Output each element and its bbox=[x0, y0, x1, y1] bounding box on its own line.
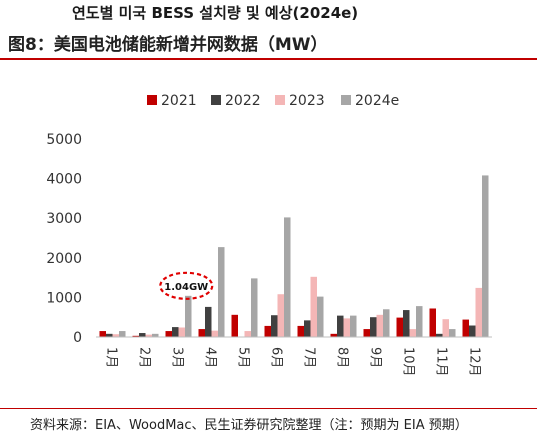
bar-2024e-7 bbox=[317, 296, 324, 337]
figure-title: 图8：美国电池储能新增并网数据（MW） bbox=[8, 35, 328, 55]
y-tick-label: 4000 bbox=[46, 172, 82, 188]
bar-2023-6 bbox=[277, 294, 284, 337]
x-tick-label: 4月 bbox=[203, 347, 218, 368]
bar-2022-9 bbox=[370, 317, 377, 337]
legend-label-2022: 2022 bbox=[225, 93, 261, 109]
x-tick-label: 9月 bbox=[368, 347, 383, 368]
annotation: 1.04GW bbox=[159, 271, 214, 300]
x-tick-label: 12月 bbox=[467, 347, 482, 377]
y-tick-label: 2000 bbox=[46, 251, 82, 267]
bar-2023-10 bbox=[409, 329, 416, 337]
bar-2024e-10 bbox=[416, 306, 423, 337]
bar-2021-9 bbox=[363, 329, 370, 337]
bar-2022-8 bbox=[337, 315, 344, 337]
bar-2022-3 bbox=[172, 327, 179, 337]
bar-2023-1 bbox=[112, 334, 119, 337]
bar-2024e-11 bbox=[449, 329, 456, 337]
bar-2024e-4 bbox=[218, 247, 225, 337]
bar-2024e-8 bbox=[350, 315, 357, 337]
bar-2023-9 bbox=[376, 314, 383, 337]
bar-2024e-3 bbox=[185, 295, 192, 337]
bar-2023-12 bbox=[475, 287, 482, 337]
x-axis: 1月 2月 3月 4月 5月 6月 7月 8月 9月 10月 11月 12月 bbox=[96, 336, 492, 377]
bar-2023-7 bbox=[310, 276, 317, 337]
legend-swatch-2022 bbox=[211, 95, 221, 105]
y-tick-label: 5000 bbox=[46, 132, 82, 148]
legend-label-2023: 2023 bbox=[289, 93, 325, 109]
bar-2023-2 bbox=[145, 334, 152, 337]
bar-2022-7 bbox=[304, 320, 311, 337]
bar-2021-8 bbox=[330, 333, 337, 337]
legend-swatch-2023 bbox=[275, 95, 285, 105]
bar-series-group bbox=[99, 175, 489, 337]
x-tick-label: 2月 bbox=[137, 347, 152, 368]
x-tick-label: 7月 bbox=[302, 347, 317, 368]
x-tick-label: 3月 bbox=[170, 347, 185, 368]
y-tick-label: 0 bbox=[73, 330, 82, 346]
bar-2021-1 bbox=[99, 331, 106, 337]
bar-2021-7 bbox=[297, 325, 304, 337]
bar-2023-5 bbox=[244, 331, 251, 337]
chart-legend: 2021 2022 2023 2024e bbox=[147, 93, 399, 109]
bar-2022-6 bbox=[271, 315, 278, 337]
x-tick-label: 8月 bbox=[335, 347, 350, 368]
x-tick-label: 1月 bbox=[104, 347, 119, 368]
annotation-label: 1.04GW bbox=[164, 282, 208, 293]
bar-2024e-9 bbox=[383, 309, 390, 337]
legend-swatch-2021 bbox=[147, 95, 157, 105]
bar-2023-11 bbox=[442, 319, 449, 337]
legend-swatch-2024e bbox=[341, 95, 351, 105]
bar-2021-3 bbox=[165, 331, 172, 337]
title-divider bbox=[0, 58, 537, 60]
bar-2022-10 bbox=[403, 310, 410, 337]
bar-2024e-5 bbox=[251, 278, 258, 337]
bar-2021-11 bbox=[429, 308, 436, 337]
bar-2023-3 bbox=[178, 327, 185, 337]
y-axis: 0 1000 2000 3000 4000 5000 bbox=[46, 132, 82, 346]
bar-2022-2 bbox=[139, 333, 146, 337]
legend-label-2024e: 2024e bbox=[355, 93, 399, 109]
bar-2021-5 bbox=[231, 314, 238, 337]
bar-2024e-1 bbox=[119, 331, 126, 337]
bar-2021-2 bbox=[132, 335, 139, 337]
bar-2022-4 bbox=[205, 306, 212, 337]
x-tick-label: 11月 bbox=[434, 347, 449, 377]
footer-divider bbox=[0, 408, 537, 409]
bar-2024e-6 bbox=[284, 217, 291, 337]
bar-2022-12 bbox=[469, 325, 476, 337]
bar-2022-1 bbox=[106, 333, 113, 337]
bar-2024e-2 bbox=[152, 333, 159, 337]
bar-2021-4 bbox=[198, 329, 205, 337]
bar-chart: 2021 2022 2023 2024e 010002000300040005000 … bbox=[46, 93, 492, 377]
bar-2022-11 bbox=[436, 333, 443, 337]
bar-2024e-12 bbox=[482, 175, 489, 337]
source-note: 资料来源：EIA、WoodMac、民生证券研究院整理（注：预期为 EIA 预期） bbox=[30, 418, 468, 433]
bar-2021-10 bbox=[396, 317, 403, 337]
bar-2023-8 bbox=[343, 318, 350, 337]
bar-2021-12 bbox=[462, 319, 469, 337]
y-tick-label: 1000 bbox=[46, 290, 82, 306]
x-tick-label: 5月 bbox=[236, 347, 251, 368]
legend-label-2021: 2021 bbox=[161, 93, 197, 109]
x-tick-label: 6月 bbox=[269, 347, 284, 368]
x-tick-label: 10月 bbox=[401, 347, 416, 377]
bar-2023-4 bbox=[211, 330, 218, 337]
bar-2021-6 bbox=[264, 325, 271, 337]
y-tick-label: 3000 bbox=[46, 211, 82, 227]
korean-title: 연도별 미국 BESS 설치량 및 예상(2024e) bbox=[72, 4, 359, 22]
